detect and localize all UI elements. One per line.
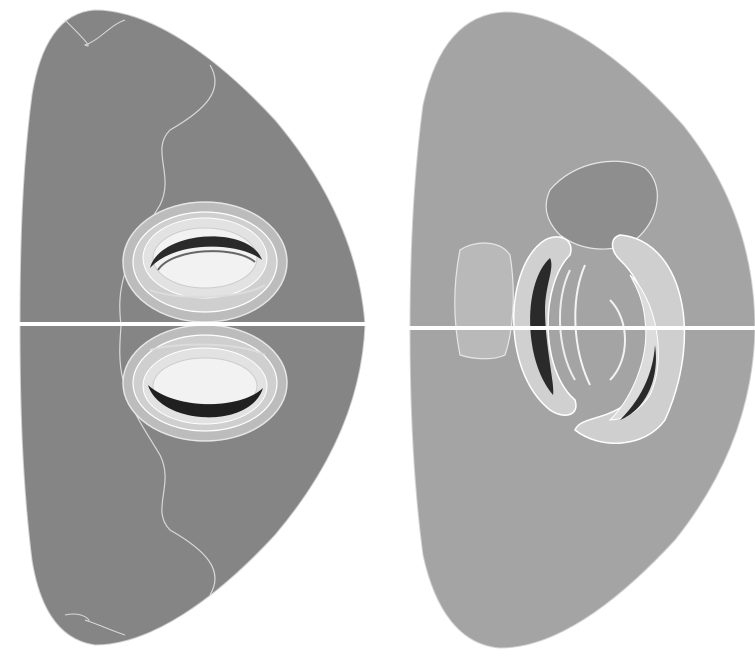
- left-bottom-contour: [64, 613, 126, 636]
- right-left-patch: [454, 242, 514, 360]
- left-panel: [0, 9, 370, 646]
- left-contour-plot: [0, 9, 370, 646]
- right-right-crescent: [574, 234, 686, 445]
- right-panel: [405, 0, 755, 656]
- right-midplane-line: [405, 326, 755, 330]
- left-lower-mode: [122, 324, 288, 442]
- right-top-lobe: [545, 160, 658, 250]
- right-contour-plot: [405, 11, 755, 649]
- left-top-contour: [64, 19, 126, 47]
- left-midplane-line: [0, 322, 370, 326]
- left-upper-mode: [122, 201, 288, 323]
